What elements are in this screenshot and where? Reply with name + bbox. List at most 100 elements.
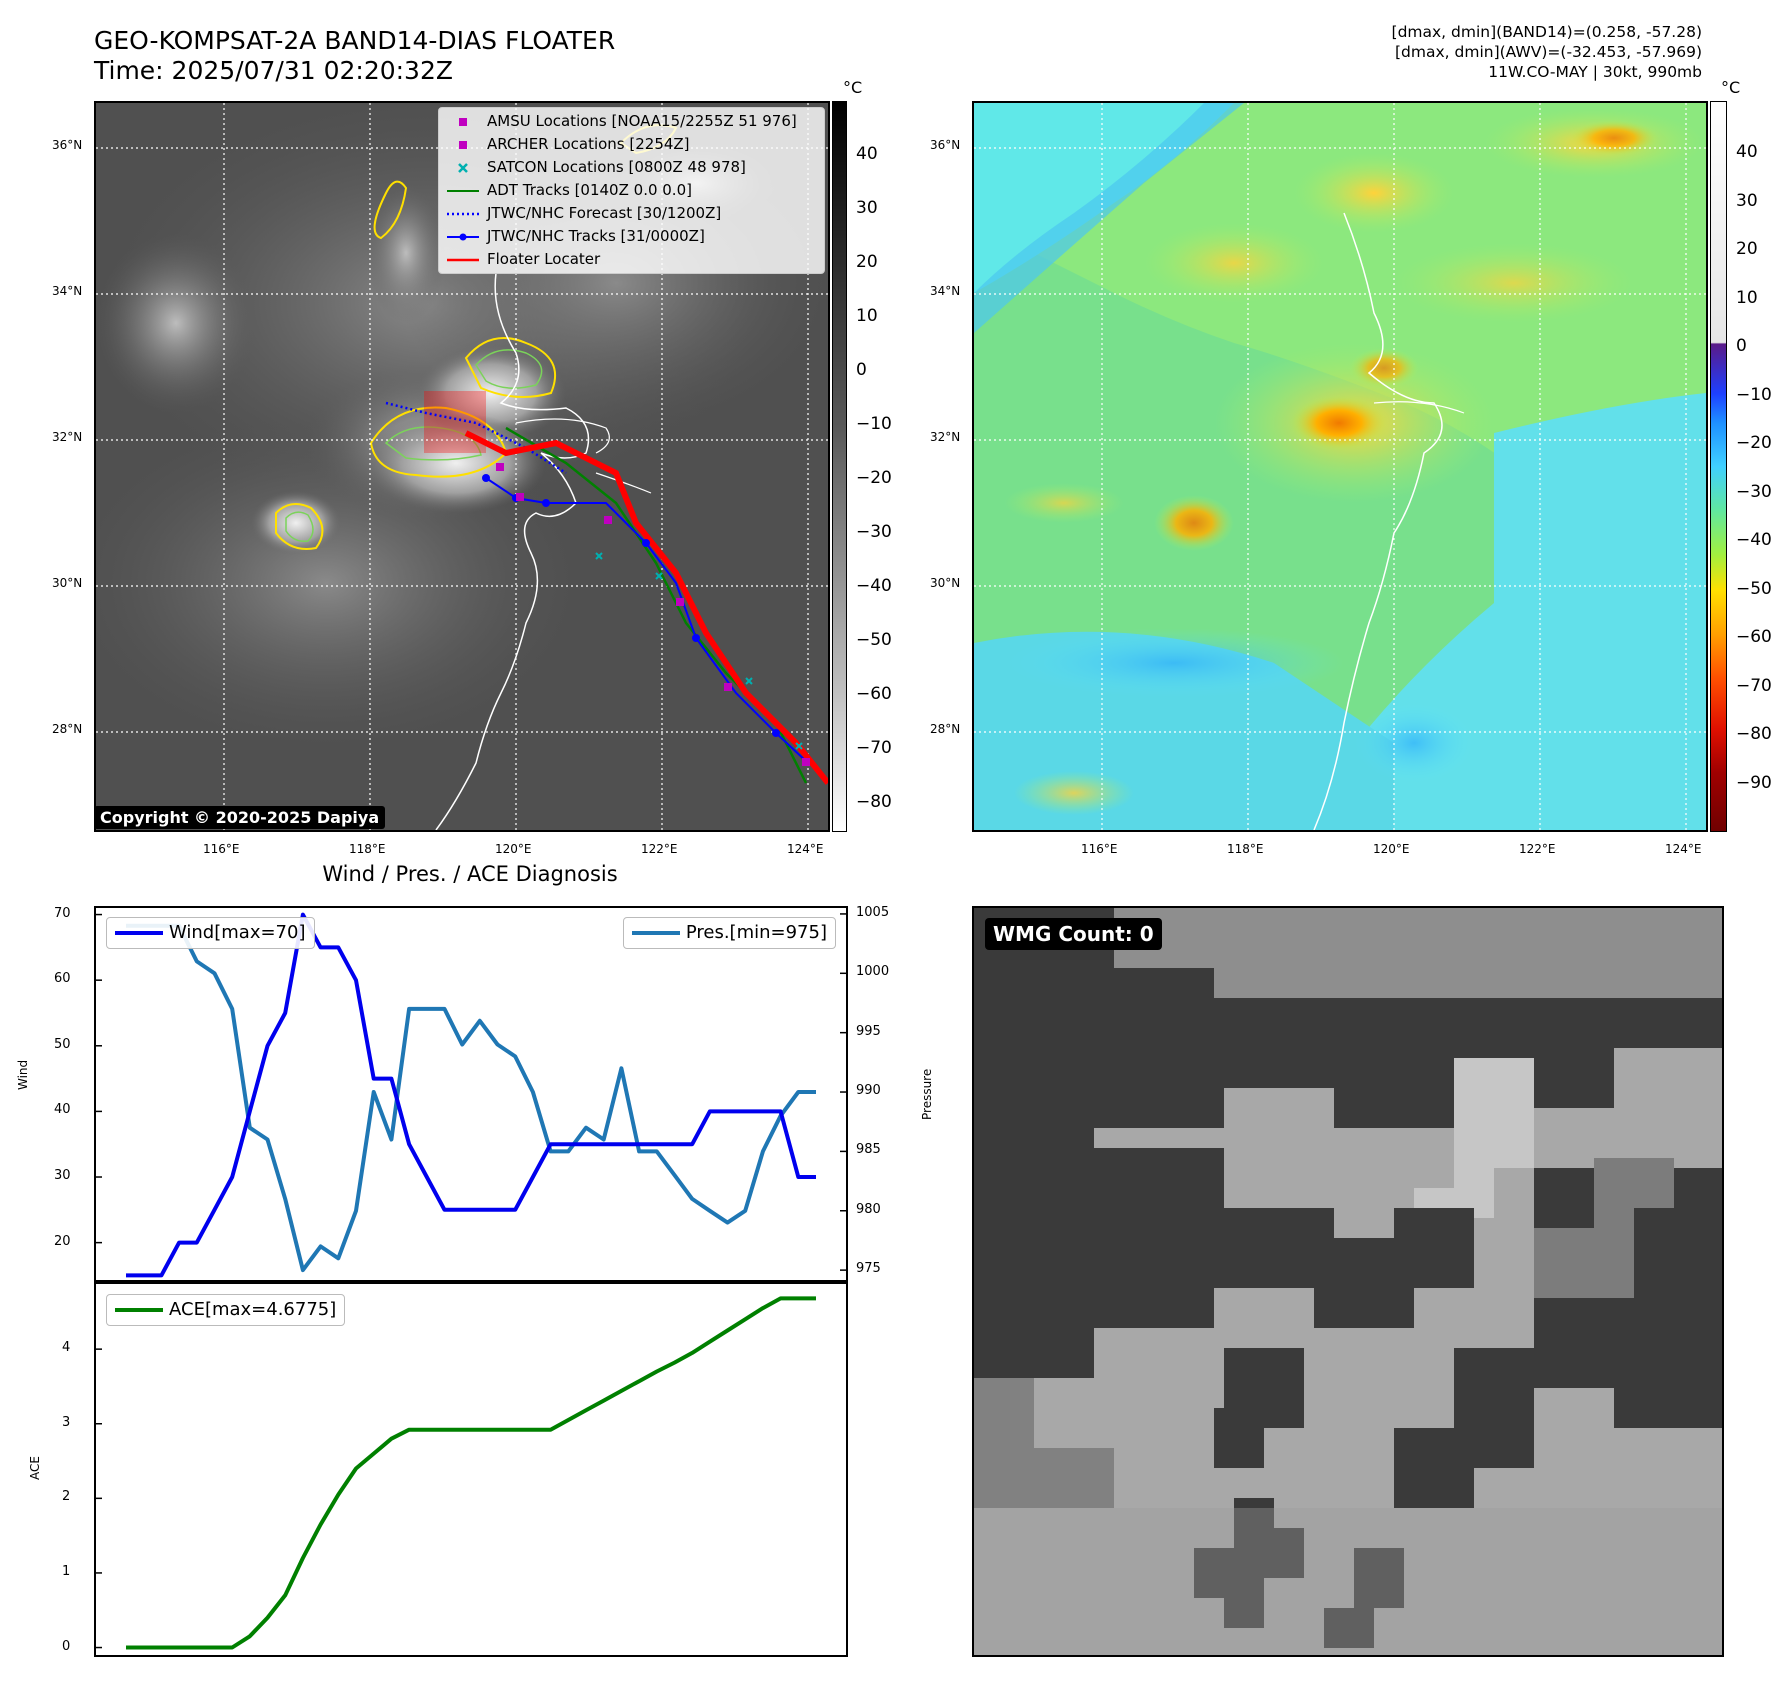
wind-tick: 30 bbox=[54, 1168, 71, 1184]
wv-lon-tick: 116°E bbox=[1081, 842, 1118, 856]
legend-line-icon bbox=[447, 190, 479, 192]
legend-item: JTWC/NHC Forecast [30/1200Z] bbox=[439, 202, 824, 225]
ace-line bbox=[126, 1296, 816, 1650]
ace-panel: ACE[max=4.6775] bbox=[94, 1280, 848, 1657]
ir-lon-tick: 122°E bbox=[641, 842, 678, 856]
wmg-panel bbox=[972, 906, 1724, 1657]
wv-lat-tick: 30°N bbox=[930, 576, 961, 590]
ir-lat-tick: 36°N bbox=[52, 138, 83, 152]
wv-colorbar-tick: −60 bbox=[1736, 627, 1772, 647]
pressure-tick: 1005 bbox=[856, 904, 890, 920]
wv-colorbar-unit: °C bbox=[1721, 78, 1741, 97]
legend-square-icon bbox=[459, 118, 467, 126]
ir-colorbar-tick: −30 bbox=[856, 522, 892, 542]
ir-lon-tick: 118°E bbox=[349, 842, 386, 856]
legend-item: JTWC/NHC Tracks [31/0000Z] bbox=[439, 225, 824, 248]
copyright-badge: Copyright © 2020-2025 Dapiya bbox=[94, 806, 386, 829]
wv-colorbar-tick: −40 bbox=[1736, 530, 1772, 550]
wv-colorbar-tick: −90 bbox=[1736, 772, 1772, 793]
legend-line-icon bbox=[447, 258, 479, 262]
track-legend: AMSU Locations [NOAA15/2255Z 51 976] ARC… bbox=[438, 107, 825, 274]
wv-colorbar-tick: 30 bbox=[1736, 190, 1758, 211]
wind-tick: 70 bbox=[54, 905, 71, 921]
wv-lat-tick: 34°N bbox=[930, 284, 961, 298]
subtitle-line-3: 11W.CO-MAY | 30kt, 990mb bbox=[1488, 63, 1702, 81]
ir-colorbar-tick: −20 bbox=[856, 468, 892, 488]
wv-lat-tick: 36°N bbox=[930, 138, 961, 152]
wmg-count-badge: WMG Count: 0 bbox=[985, 918, 1162, 950]
diagnosis-title: Wind / Pres. / ACE Diagnosis bbox=[322, 862, 618, 886]
wv-colorbar-tick: −30 bbox=[1736, 481, 1772, 502]
wv-colorbar-tick: 10 bbox=[1736, 287, 1758, 308]
wv-colorbar-tick: 20 bbox=[1736, 239, 1758, 259]
wind-legend-label: Wind[max=70] bbox=[169, 922, 306, 943]
ir-colorbar-tick: −60 bbox=[856, 684, 892, 704]
ir-colorbar-tick: 0 bbox=[856, 360, 867, 380]
legend-item: ADT Tracks [0140Z 0.0 0.0] bbox=[439, 179, 824, 202]
wind-tick: 20 bbox=[54, 1233, 71, 1249]
ir-colorbar-tick: 40 bbox=[856, 144, 878, 164]
ace-legend: ACE[max=4.6775] bbox=[106, 1294, 346, 1326]
ir-lat-tick: 30°N bbox=[52, 576, 83, 590]
ace-tick: 3 bbox=[62, 1414, 71, 1430]
legend-line-dot-icon bbox=[447, 233, 479, 241]
wv-colorbar bbox=[1710, 101, 1727, 832]
wv-lon-tick: 124°E bbox=[1665, 842, 1702, 856]
ir-lat-tick: 34°N bbox=[52, 284, 83, 298]
ace-tick: 4 bbox=[62, 1340, 71, 1356]
wind-tick: 40 bbox=[54, 1102, 71, 1118]
ace-tick: 1 bbox=[62, 1563, 71, 1579]
pressure-legend-label: Pres.[min=975] bbox=[685, 922, 827, 943]
floater-track bbox=[464, 430, 828, 785]
wmg-image bbox=[974, 908, 1722, 1655]
wv-lon-tick: 122°E bbox=[1519, 842, 1556, 856]
ir-lon-tick: 116°E bbox=[203, 842, 240, 856]
pressure-tick: 990 bbox=[856, 1083, 881, 1099]
wv-lat-tick: 28°N bbox=[930, 722, 961, 736]
ace-plot bbox=[96, 1296, 816, 1650]
ir-lat-tick: 28°N bbox=[52, 722, 83, 736]
pressure-legend: Pres.[min=975] bbox=[622, 917, 836, 949]
legend-square-icon bbox=[459, 141, 467, 149]
ace-legend-line-icon bbox=[115, 1308, 163, 1312]
wv-map-panel bbox=[972, 101, 1708, 832]
title-line-1: GEO-KOMPSAT-2A BAND14-DIAS FLOATER bbox=[94, 26, 616, 55]
title-line-2: Time: 2025/07/31 02:20:32Z bbox=[94, 56, 453, 85]
wind-legend: Wind[max=70] bbox=[106, 917, 315, 949]
wv-lat-tick: 32°N bbox=[930, 430, 961, 444]
ace-tick: 0 bbox=[62, 1638, 71, 1654]
jtwc-track bbox=[485, 477, 809, 764]
ir-colorbar-tick: 30 bbox=[856, 198, 878, 218]
pressure-tick: 995 bbox=[856, 1023, 881, 1039]
pressure-tick: 1000 bbox=[856, 964, 890, 980]
figure-subtitle: [dmax, dmin](BAND14)=(0.258, -57.28) [dm… bbox=[1392, 22, 1702, 82]
ir-colorbar-tick: −70 bbox=[856, 738, 892, 758]
pressure-axis-label: Pressure bbox=[920, 1068, 934, 1120]
wv-lon-tick: 120°E bbox=[1373, 842, 1410, 856]
wv-lon-tick: 118°E bbox=[1227, 842, 1264, 856]
ir-colorbar-tick: 10 bbox=[856, 306, 878, 326]
ace-axis-label: ACE bbox=[28, 1456, 42, 1480]
wv-map-image bbox=[974, 103, 1706, 830]
wv-colorbar-tick: −70 bbox=[1736, 675, 1772, 696]
ir-colorbar-tick: −80 bbox=[856, 792, 892, 812]
ir-colorbar-unit: °C bbox=[843, 78, 863, 97]
ir-map-panel: AMSU Locations [NOAA15/2255Z 51 976] ARC… bbox=[94, 101, 830, 832]
pressure-line bbox=[126, 923, 816, 1273]
ir-lat-tick: 32°N bbox=[52, 430, 83, 444]
legend-item: AMSU Locations [NOAA15/2255Z 51 976] bbox=[439, 110, 824, 133]
wind-tick: 60 bbox=[54, 971, 71, 987]
pressure-tick: 985 bbox=[856, 1142, 881, 1158]
ir-colorbar-tick: −10 bbox=[856, 414, 892, 434]
wind-pressure-panel: Wind[max=70] Pres.[min=975] bbox=[94, 906, 848, 1284]
wv-colorbar-tick: −50 bbox=[1736, 578, 1772, 599]
legend-item: ARCHER Locations [2254Z] bbox=[439, 133, 824, 156]
wind-line bbox=[126, 912, 816, 1278]
ace-legend-label: ACE[max=4.6775] bbox=[169, 1299, 337, 1320]
ir-colorbar-tick: 20 bbox=[856, 252, 878, 272]
ir-lon-tick: 120°E bbox=[495, 842, 532, 856]
pressure-tick: 980 bbox=[856, 1201, 881, 1217]
legend-item: SATCON Locations [0800Z 48 978] bbox=[439, 156, 824, 179]
wind-axis-label: Wind bbox=[16, 1059, 30, 1090]
wind-tick: 50 bbox=[54, 1036, 71, 1052]
